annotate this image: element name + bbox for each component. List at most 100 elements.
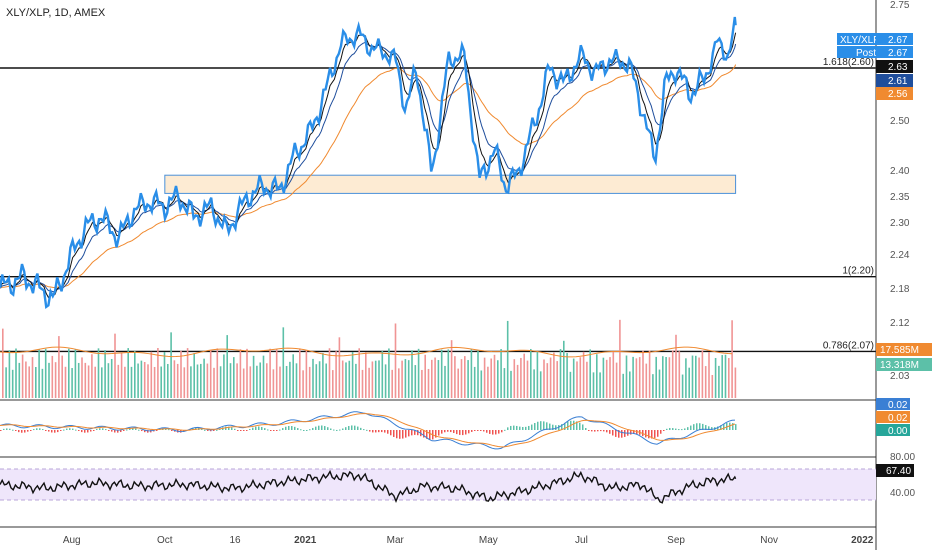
macd-bar bbox=[456, 430, 458, 435]
volume-bar bbox=[213, 367, 215, 398]
volume-bar bbox=[143, 361, 146, 398]
macd-bar bbox=[669, 427, 671, 430]
price-tick-3: 2.40 bbox=[890, 166, 910, 177]
macd-bar bbox=[552, 424, 554, 430]
badge-post-price: 2.67 bbox=[888, 48, 908, 59]
macd-bar bbox=[276, 430, 278, 431]
macd-bar bbox=[480, 430, 482, 431]
macd-bar bbox=[384, 430, 386, 433]
volume-bar bbox=[272, 369, 275, 398]
volume-bar bbox=[11, 369, 14, 398]
price-tick-0: 2.75 bbox=[890, 0, 910, 11]
macd-bar bbox=[732, 423, 734, 430]
macd-bar bbox=[351, 425, 353, 430]
macd-bar bbox=[654, 430, 656, 438]
volume-bar bbox=[579, 357, 582, 398]
macd-bar bbox=[525, 426, 527, 430]
macd-bar bbox=[492, 430, 494, 435]
badge-vol-bg bbox=[876, 358, 932, 371]
volume-bar bbox=[424, 354, 426, 398]
macd-bar bbox=[51, 430, 53, 433]
volume-bar bbox=[279, 366, 281, 398]
ema-mid-line bbox=[0, 41, 737, 293]
volume-bar bbox=[440, 349, 443, 398]
macd-bar bbox=[105, 429, 107, 431]
volume-bar bbox=[652, 374, 654, 398]
macd-bar bbox=[648, 430, 650, 439]
volume-bar bbox=[114, 333, 116, 398]
macd-bar bbox=[399, 430, 401, 439]
volume-bar bbox=[94, 366, 96, 398]
volume-bar bbox=[35, 367, 37, 398]
badge-macd-a: 0.02 bbox=[888, 400, 908, 411]
macd-bar bbox=[300, 429, 302, 431]
time-tick-5: May bbox=[479, 535, 498, 546]
volume-bar bbox=[315, 364, 318, 398]
volume-bar bbox=[173, 360, 176, 398]
macd-bar bbox=[87, 430, 89, 433]
volume-bar bbox=[8, 350, 11, 398]
volume-bar bbox=[734, 367, 737, 398]
volume-bar bbox=[71, 368, 73, 398]
macd-bar bbox=[99, 428, 101, 430]
macd-bar bbox=[720, 425, 722, 430]
support-zone bbox=[164, 174, 737, 194]
volume-bar bbox=[229, 363, 232, 398]
volume-bar bbox=[533, 369, 535, 398]
volume-bar bbox=[117, 364, 120, 398]
price-tick-8: 2.12 bbox=[890, 318, 910, 329]
macd-bar bbox=[243, 430, 245, 431]
macd-bar bbox=[687, 427, 689, 430]
macd-bar bbox=[513, 425, 515, 430]
price-line bbox=[0, 16, 737, 310]
volume-bar bbox=[516, 364, 519, 398]
macd-bar bbox=[9, 428, 11, 430]
volume-bar bbox=[576, 361, 578, 398]
macd-bar bbox=[606, 430, 608, 433]
volume-bar bbox=[77, 362, 80, 398]
macd-bar bbox=[705, 425, 707, 430]
volume-bar bbox=[308, 366, 311, 398]
badge-price: 2.67 bbox=[888, 35, 908, 46]
volume-bar bbox=[698, 357, 700, 398]
macd-bar bbox=[657, 430, 659, 437]
volume-bar bbox=[206, 363, 209, 398]
volume-bar bbox=[345, 362, 347, 398]
macd-bar bbox=[597, 430, 599, 432]
volume-bar bbox=[269, 348, 271, 398]
volume-bar bbox=[411, 350, 413, 398]
macd-bar bbox=[210, 430, 212, 432]
macd-bar bbox=[681, 429, 683, 431]
volume-bar bbox=[714, 357, 717, 398]
volume-bar bbox=[61, 355, 63, 398]
volume-bar bbox=[460, 359, 463, 398]
volume-bar bbox=[335, 351, 337, 398]
macd-bar bbox=[330, 428, 332, 430]
macd-bar bbox=[435, 430, 437, 438]
volume-bar bbox=[262, 355, 265, 398]
price-tick-7: 2.18 bbox=[890, 284, 910, 295]
volume-bar bbox=[107, 363, 110, 398]
macd-bar bbox=[531, 424, 533, 430]
volume-bar bbox=[662, 356, 664, 398]
macd-bar bbox=[624, 430, 626, 437]
macd-bar bbox=[231, 427, 233, 430]
macd-bar bbox=[339, 429, 341, 431]
volume-bar bbox=[592, 372, 595, 398]
volume-bar bbox=[523, 353, 525, 398]
volume-bar bbox=[252, 355, 255, 398]
volume-bar bbox=[384, 364, 387, 398]
macd-bar bbox=[546, 422, 548, 430]
volume-bar bbox=[691, 355, 694, 398]
macd-bar bbox=[345, 427, 347, 430]
macd-bar bbox=[195, 427, 197, 430]
fib-label-2: 0.786(2.07) bbox=[823, 340, 874, 351]
macd-bar bbox=[18, 430, 20, 433]
volume-bars bbox=[0, 319, 737, 398]
volume-bar bbox=[658, 369, 661, 398]
volume-bar bbox=[193, 353, 195, 398]
macd-bar bbox=[579, 422, 581, 430]
macd-bar bbox=[108, 430, 110, 431]
volume-bar bbox=[365, 352, 367, 398]
macd-bar bbox=[582, 424, 584, 430]
